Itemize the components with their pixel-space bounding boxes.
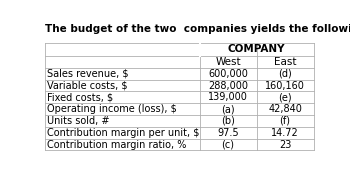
Text: (b): (b)	[221, 116, 235, 126]
Text: (e): (e)	[278, 92, 292, 102]
Text: (a): (a)	[221, 104, 235, 114]
Text: 160,160: 160,160	[265, 81, 305, 91]
Text: Variable costs, $: Variable costs, $	[47, 81, 128, 91]
Text: 97.5: 97.5	[217, 128, 239, 138]
Text: COMPANY: COMPANY	[228, 45, 285, 54]
Text: Operating income (loss), $: Operating income (loss), $	[47, 104, 177, 114]
Text: 23: 23	[279, 140, 291, 150]
Text: East: East	[274, 57, 296, 67]
Text: Sales revenue, $: Sales revenue, $	[47, 69, 129, 79]
Text: Contribution margin per unit, $: Contribution margin per unit, $	[47, 128, 199, 138]
Text: (d): (d)	[278, 69, 292, 79]
Text: 42,840: 42,840	[268, 104, 302, 114]
Text: (c): (c)	[222, 140, 235, 150]
Text: West: West	[215, 57, 241, 67]
Text: 14.72: 14.72	[271, 128, 299, 138]
Text: Units sold, #: Units sold, #	[47, 116, 110, 126]
Text: 600,000: 600,000	[208, 69, 248, 79]
Text: Contribution margin ratio, %: Contribution margin ratio, %	[47, 140, 187, 150]
Text: 139,000: 139,000	[208, 92, 248, 102]
Text: (f): (f)	[280, 116, 290, 126]
Text: The budget of the two  companies yields the following information:: The budget of the two companies yields t…	[45, 24, 350, 34]
Text: Fixed costs, $: Fixed costs, $	[47, 92, 113, 102]
Text: 288,000: 288,000	[208, 81, 248, 91]
